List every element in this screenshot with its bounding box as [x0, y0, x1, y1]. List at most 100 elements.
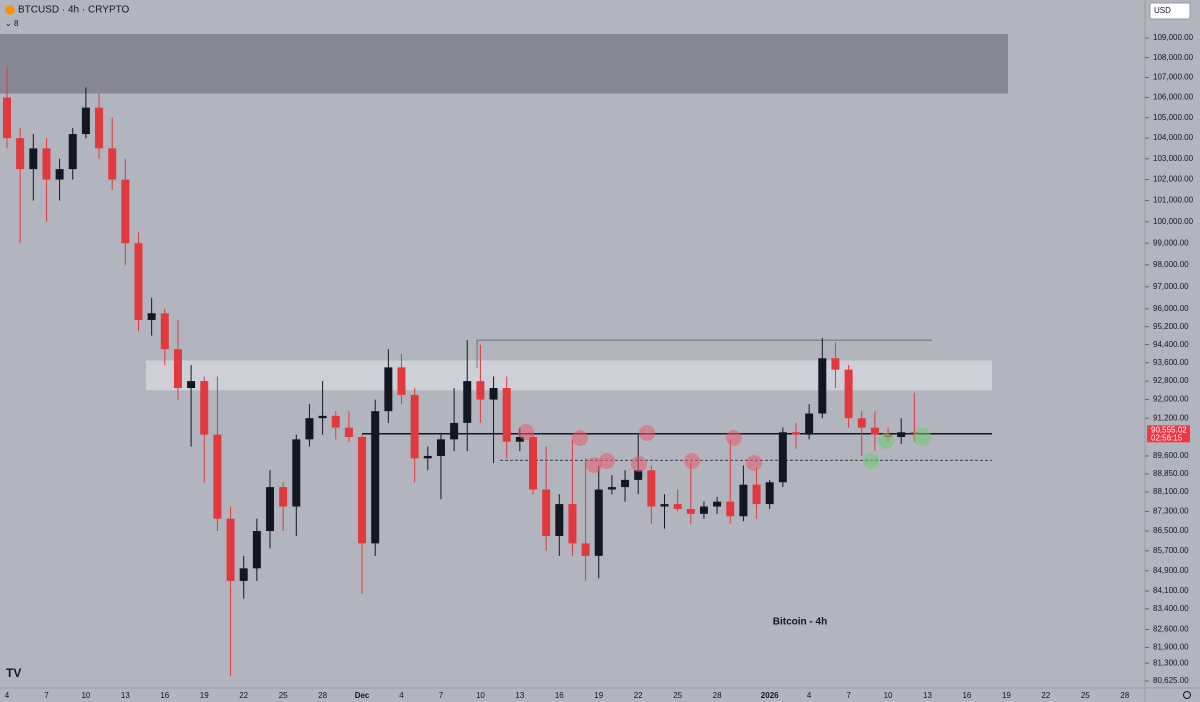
y-tick-label: 81,300.00: [1153, 658, 1189, 667]
x-tick-label: 25: [673, 691, 682, 700]
y-tick-label: 81,900.00: [1153, 643, 1189, 652]
x-tick-label: 10: [476, 691, 485, 700]
candle-body: [121, 179, 130, 244]
candle-body: [581, 543, 590, 556]
candle-body: [607, 487, 616, 490]
y-tick-label: 88,100.00: [1153, 487, 1189, 496]
zone: [0, 34, 1008, 94]
y-tick-label: 94,400.00: [1153, 340, 1189, 349]
y-tick-label: 98,000.00: [1153, 260, 1189, 269]
candle-body: [55, 169, 64, 180]
x-tick-label: Dec: [355, 691, 370, 700]
marker: [863, 453, 879, 469]
marker: [586, 457, 602, 473]
candle-body: [147, 313, 156, 320]
x-tick-label: 10: [884, 691, 893, 700]
x-tick-label: 28: [318, 691, 327, 700]
x-tick-label: 19: [594, 691, 603, 700]
candle-body: [686, 508, 695, 514]
y-tick-label: 80,625.00: [1153, 676, 1189, 685]
y-tick-label: 83,400.00: [1153, 604, 1189, 613]
collapse-arrow[interactable]: ⌄: [5, 19, 12, 28]
currency-label: USD: [1154, 6, 1171, 15]
candle-body: [699, 506, 708, 514]
x-tick-label: 13: [121, 691, 130, 700]
candle-body: [515, 436, 524, 442]
x-tick-label: 13: [923, 691, 932, 700]
y-tick-label: 88,850.00: [1153, 469, 1189, 478]
marker: [518, 424, 534, 440]
x-tick-label: 25: [1081, 691, 1090, 700]
candle-body: [542, 489, 551, 536]
zone: [146, 360, 992, 391]
x-tick-label: 25: [279, 691, 288, 700]
symbol-icon: [5, 5, 15, 15]
indicator-count: 8: [14, 19, 19, 28]
candle-body: [778, 432, 787, 483]
logo: TV: [6, 666, 21, 680]
y-tick-label: 104,000.00: [1153, 133, 1194, 142]
marker: [913, 428, 931, 446]
x-tick-label: 19: [1002, 691, 1011, 700]
candle-body: [752, 484, 761, 505]
candle-body: [739, 484, 748, 517]
y-tick-label: 82,600.00: [1153, 625, 1189, 634]
marker: [572, 430, 588, 446]
y-tick-label: 108,000.00: [1153, 53, 1194, 62]
x-tick-label: 28: [1120, 691, 1129, 700]
y-tick-label: 92,800.00: [1153, 376, 1189, 385]
candle-body: [213, 434, 222, 519]
candle-body: [358, 436, 367, 544]
candle-body: [384, 367, 393, 412]
candle-body: [765, 482, 774, 505]
candle-body: [187, 381, 196, 389]
candle-body: [897, 432, 906, 437]
candle-body: [279, 487, 288, 507]
y-tick-label: 84,900.00: [1153, 566, 1189, 575]
candle-body: [397, 367, 406, 395]
currency-button[interactable]: [1149, 2, 1191, 20]
marker: [639, 425, 655, 441]
candle-body: [555, 504, 564, 536]
candle-body: [673, 504, 682, 509]
candle-body: [647, 470, 656, 507]
x-tick-label: 28: [713, 691, 722, 700]
time-axis: 4 7 10 13 16 19 22 25 28 Dec 4 7 10 13 16 19 22 25 28 2026 4…: [5, 691, 1130, 700]
y-tick-label: 101,000.00: [1153, 196, 1194, 205]
candle-body: [331, 415, 340, 428]
candle-body: [16, 138, 25, 170]
x-tick-label: 16: [160, 691, 169, 700]
candle-body: [792, 432, 800, 435]
x-tick-label: 4: [807, 691, 812, 700]
candle-body: [621, 479, 630, 488]
x-tick-label: 7: [846, 691, 851, 700]
candle-body: [436, 439, 445, 456]
y-tick-label: 97,000.00: [1153, 282, 1189, 291]
candle-body: [450, 422, 459, 440]
settings-icon[interactable]: [1183, 691, 1191, 699]
y-tick-label: 102,000.00: [1153, 175, 1194, 184]
candle-body: [95, 107, 104, 149]
candle-body: [713, 501, 722, 507]
x-tick-label: 22: [1041, 691, 1050, 700]
candle-body: [489, 388, 498, 400]
candle-body: [81, 107, 90, 135]
candle-body: [726, 501, 735, 517]
candle-body: [660, 504, 669, 507]
x-tick-label: 7: [44, 691, 49, 700]
marker: [878, 433, 894, 449]
x-tick-label: 22: [634, 691, 643, 700]
last-price-label: 90,555.02: [1151, 425, 1187, 434]
candle-body: [371, 411, 380, 544]
x-tick-label: 4: [5, 691, 10, 700]
y-tick-label: 87,300.00: [1153, 507, 1189, 516]
x-tick-label: 2026: [761, 691, 779, 700]
candle-body: [529, 436, 537, 490]
marker: [599, 453, 615, 469]
candle-body: [3, 97, 11, 139]
y-tick-label: 106,000.00: [1153, 93, 1194, 102]
chart-title: BTCUSD · 4h · CRYPTO: [18, 5, 130, 16]
x-tick-label: 13: [515, 691, 524, 700]
